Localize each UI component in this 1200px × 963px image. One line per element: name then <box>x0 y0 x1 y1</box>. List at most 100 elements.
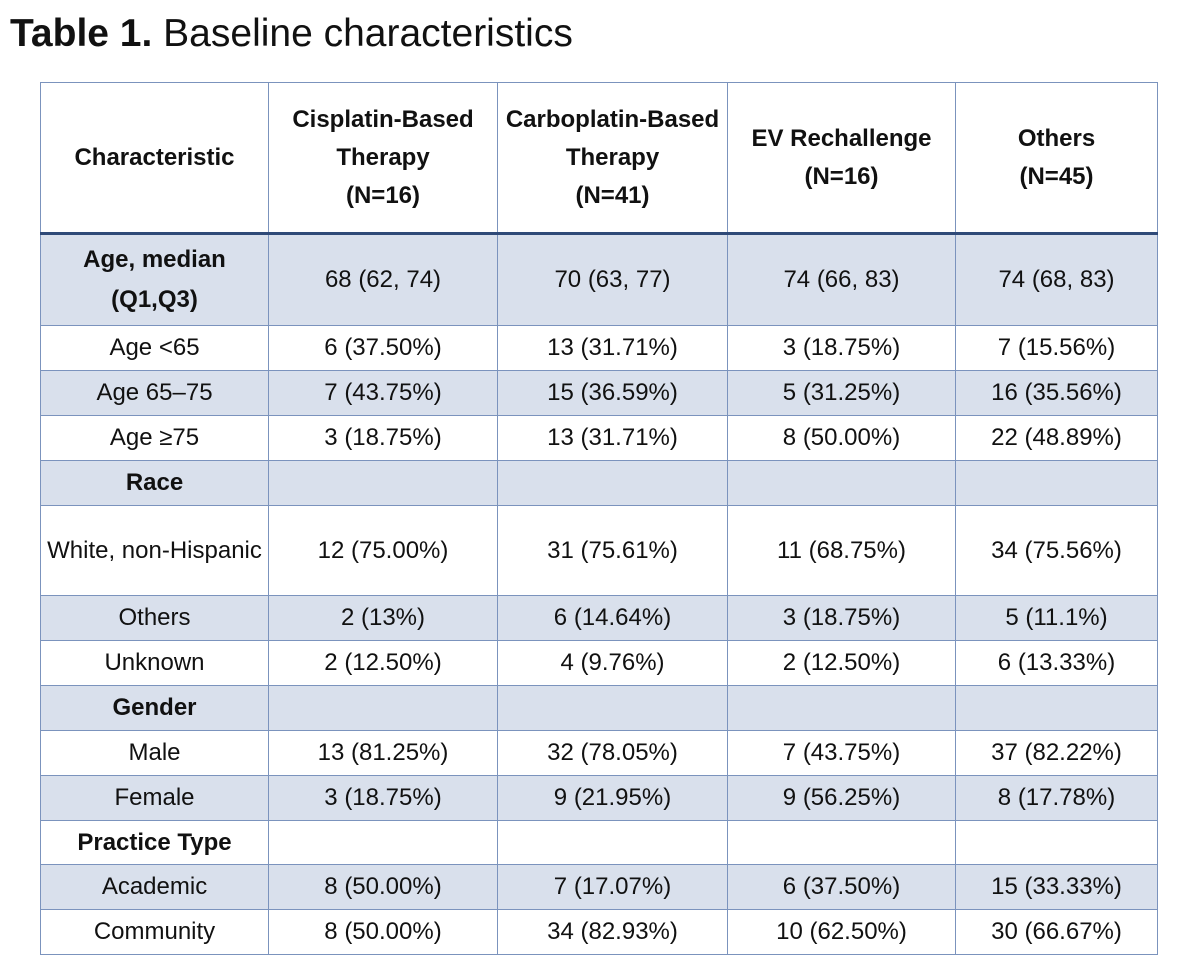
cell: 7 (43.75%) <box>727 730 956 776</box>
header-name: Carboplatin-Based Therapy <box>505 105 720 171</box>
cell: 6 (37.50%) <box>268 325 498 371</box>
cell: 6 (37.50%) <box>727 864 956 910</box>
cell: 7 (17.07%) <box>497 864 728 910</box>
empty-cell <box>727 460 956 506</box>
cell: 31 (75.61%) <box>497 505 728 596</box>
cell: 5 (11.1%) <box>955 595 1158 641</box>
cell: 37 (82.22%) <box>955 730 1158 776</box>
empty-cell <box>727 820 956 865</box>
table-row: Age 65–75 7 (43.75%) 15 (36.59%) 5 (31.25%)… <box>40 370 1158 416</box>
empty-cell <box>955 685 1158 731</box>
cell: 8 (17.78%) <box>955 775 1158 821</box>
cell: 70 (63, 77) <box>497 233 728 326</box>
row-label: Unknown <box>40 640 269 686</box>
cell: 4 (9.76%) <box>497 640 728 686</box>
row-label: Community <box>40 909 269 955</box>
header-cell: Cisplatin-Based Therapy (N=16) <box>268 82 498 235</box>
row-label: Male <box>40 730 269 776</box>
header-name: Cisplatin-Based Therapy <box>292 105 474 171</box>
cell: 7 (15.56%) <box>955 325 1158 371</box>
table: Characteristic Cisplatin-Based Therapy (N=… <box>40 82 1158 955</box>
cell: 34 (75.56%) <box>955 505 1158 596</box>
cell: 15 (36.59%) <box>497 370 728 416</box>
cell: 2 (13%) <box>268 595 498 641</box>
empty-cell <box>268 685 498 731</box>
row-label: Others <box>40 595 269 641</box>
cell: 6 (14.64%) <box>497 595 728 641</box>
table-row: Male 13 (81.25%) 32 (78.05%) 7 (43.75%) 37 (… <box>40 730 1158 776</box>
row-label: Race <box>40 460 269 506</box>
title: Table 1. Baseline characteristics <box>10 12 573 56</box>
header-cell: Characteristic <box>40 82 269 235</box>
empty-cell <box>268 820 498 865</box>
table-row: Age, median (Q1,Q3) 68 (62, 74) 70 (63, 77… <box>40 233 1158 326</box>
cell: 13 (31.71%) <box>497 325 728 371</box>
cell: 2 (12.50%) <box>727 640 956 686</box>
empty-cell <box>955 820 1158 865</box>
table-row: Race <box>40 460 1158 506</box>
cell: 3 (18.75%) <box>727 325 956 371</box>
table-body: Age, median (Q1,Q3) 68 (62, 74) 70 (63, 77… <box>40 233 1158 955</box>
table-row: Academic 8 (50.00%) 7 (17.07%) 6 (37.50%) 15… <box>40 864 1158 910</box>
header-row: Characteristic Cisplatin-Based Therapy (N=… <box>40 82 1158 235</box>
header-cell: EV Rechallenge (N=16) <box>727 82 956 235</box>
empty-cell <box>497 460 728 506</box>
cell: 32 (78.05%) <box>497 730 728 776</box>
row-label: Gender <box>40 685 269 731</box>
cell: 16 (35.56%) <box>955 370 1158 416</box>
cell: 68 (62, 74) <box>268 233 498 326</box>
table-row: Female 3 (18.75%) 9 (21.95%) 9 (56.25%) 8 (1… <box>40 775 1158 821</box>
empty-cell <box>497 820 728 865</box>
cell: 15 (33.33%) <box>955 864 1158 910</box>
cell: 8 (50.00%) <box>727 415 956 461</box>
cell: 8 (50.00%) <box>268 864 498 910</box>
cell: 3 (18.75%) <box>268 415 498 461</box>
table-row: Others 2 (13%) 6 (14.64%) 3 (18.75%) 5 (11.1… <box>40 595 1158 641</box>
row-label: Practice Type <box>40 820 269 865</box>
cell: 13 (81.25%) <box>268 730 498 776</box>
cell: 9 (21.95%) <box>497 775 728 821</box>
cell: 30 (66.67%) <box>955 909 1158 955</box>
cell: 74 (68, 83) <box>955 233 1158 326</box>
header-name: Others <box>1017 124 1096 152</box>
cell: 2 (12.50%) <box>268 640 498 686</box>
cell: 10 (62.50%) <box>727 909 956 955</box>
title-text: Baseline characteristics <box>163 12 573 55</box>
header-cell: Carboplatin-Based Therapy (N=41) <box>497 82 728 235</box>
cell: 5 (31.25%) <box>727 370 956 416</box>
table-row: Community 8 (50.00%) 34 (82.93%) 10 (62.50%… <box>40 909 1158 955</box>
cell: 8 (50.00%) <box>268 909 498 955</box>
empty-cell <box>955 460 1158 506</box>
header-name: EV Rechallenge <box>751 124 932 152</box>
header-n: (N=16) <box>804 162 879 190</box>
cell: 12 (75.00%) <box>268 505 498 596</box>
cell: 22 (48.89%) <box>955 415 1158 461</box>
cell: 6 (13.33%) <box>955 640 1158 686</box>
table-row: Gender <box>40 685 1158 731</box>
cell: 9 (56.25%) <box>727 775 956 821</box>
header-n: (N=45) <box>1019 162 1094 190</box>
empty-cell <box>727 685 956 731</box>
table-row: Practice Type <box>40 820 1158 865</box>
row-label: Age ≥75 <box>40 415 269 461</box>
row-label: Academic <box>40 864 269 910</box>
row-label: Age <65 <box>40 325 269 371</box>
header-name: Characteristic <box>74 143 235 171</box>
cell: 7 (43.75%) <box>268 370 498 416</box>
row-label: Age 65–75 <box>40 370 269 416</box>
header-cell: Others (N=45) <box>955 82 1158 235</box>
row-label: Age, median (Q1,Q3) <box>40 233 269 326</box>
table-row: Age <65 6 (37.50%) 13 (31.71%) 3 (18.75%) 7 … <box>40 325 1158 371</box>
cell: 34 (82.93%) <box>497 909 728 955</box>
empty-cell <box>268 460 498 506</box>
title-label: Table 1. <box>10 12 153 55</box>
cell: 3 (18.75%) <box>727 595 956 641</box>
cell: 11 (68.75%) <box>727 505 956 596</box>
row-label: White, non-Hispanic <box>40 505 269 596</box>
header-n: (N=16) <box>345 181 421 209</box>
empty-cell <box>497 685 728 731</box>
table-row: Age ≥75 3 (18.75%) 13 (31.71%) 8 (50.00%) 22… <box>40 415 1158 461</box>
cell: 3 (18.75%) <box>268 775 498 821</box>
table-row: Unknown 2 (12.50%) 4 (9.76%) 2 (12.50%) 6 (1… <box>40 640 1158 686</box>
